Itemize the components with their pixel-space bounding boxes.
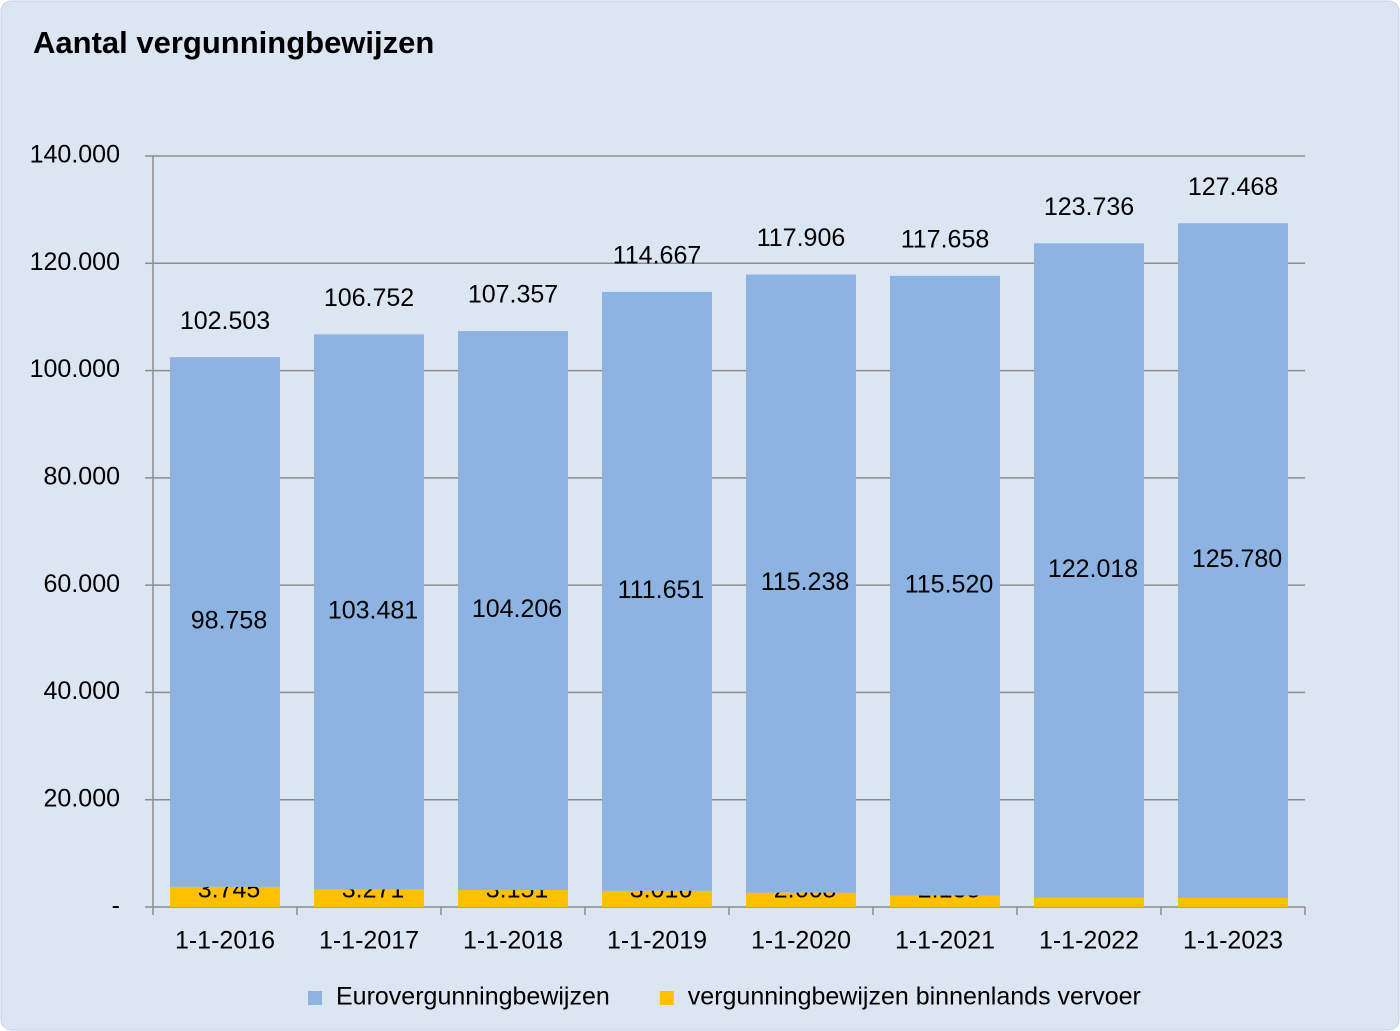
legend-label: Eurovergunningbewijzen: [336, 983, 610, 1011]
bar-segment: [1034, 243, 1144, 898]
total-label: 127.468: [1188, 173, 1278, 201]
bar-segment: [458, 890, 568, 907]
bar-segment: [746, 274, 856, 893]
x-tick-label: 1-1-2016: [175, 927, 275, 955]
y-tick-label: -: [112, 892, 120, 920]
bar-segment: [602, 890, 712, 907]
data-label: 125.780: [1192, 545, 1282, 573]
legend-label: vergunningbewijzen binnenlands vervoer: [688, 983, 1141, 1011]
y-tick-label: 100.000: [30, 355, 120, 383]
total-label: 117.906: [757, 224, 846, 252]
data-label: 122.018: [1048, 555, 1138, 583]
bar-segment: [314, 889, 424, 907]
data-label: 115.520: [905, 570, 994, 598]
total-label: 107.357: [468, 281, 558, 309]
data-label: 111.651: [618, 576, 705, 604]
x-tick-label: 1-1-2020: [751, 927, 851, 955]
legend-marker: [659, 991, 674, 1005]
legend-marker: [308, 991, 322, 1005]
bar-segment: [890, 275, 1000, 896]
y-tick-label: 20.000: [44, 784, 120, 812]
total-label: 102.503: [180, 307, 270, 335]
bar-segment: [890, 895, 1000, 907]
bar-segment: [314, 334, 424, 890]
bar-segment: [1178, 223, 1288, 898]
bar-segment: [170, 886, 280, 907]
bar-segment: [458, 331, 568, 891]
x-tick-label: 1-1-2018: [463, 927, 563, 955]
bar-segment: [1034, 897, 1144, 907]
total-label: 106.752: [324, 284, 414, 312]
chart-title: Aantal vergunningbewijzen: [33, 25, 434, 60]
total-label: 114.667: [613, 242, 702, 270]
x-tick-label: 1-1-2017: [319, 927, 419, 955]
x-tick-label: 1-1-2021: [895, 927, 995, 955]
x-tick-label: 1-1-2022: [1039, 927, 1139, 955]
y-tick-label: 140.000: [30, 141, 120, 169]
data-label: 103.481: [328, 597, 418, 625]
y-tick-label: 40.000: [44, 677, 120, 705]
bar-segment: [170, 357, 280, 887]
y-tick-label: 120.000: [30, 248, 120, 276]
bar-segment: [746, 892, 856, 907]
bar-segment: [602, 291, 712, 891]
data-label: 104.206: [472, 595, 562, 623]
bar-segment: [1178, 897, 1288, 907]
x-tick-label: 1-1-2019: [607, 927, 707, 955]
total-label: 123.736: [1044, 193, 1134, 221]
y-tick-label: 60.000: [44, 570, 120, 598]
total-label: 117.658: [901, 225, 990, 253]
data-label: 98.758: [191, 607, 267, 635]
x-tick-label: 1-1-2023: [1183, 927, 1283, 955]
data-label: 115.238: [761, 568, 850, 596]
y-tick-label: 80.000: [44, 462, 120, 490]
